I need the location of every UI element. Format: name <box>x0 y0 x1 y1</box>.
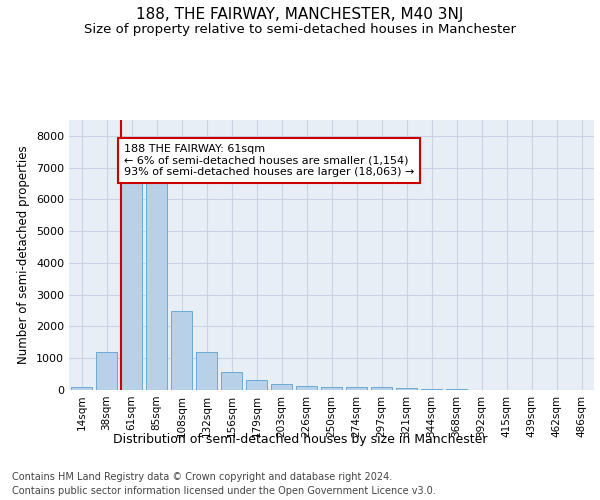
Bar <box>246 380 267 390</box>
Bar <box>96 352 117 390</box>
Bar <box>396 388 417 390</box>
Bar <box>71 388 92 390</box>
Y-axis label: Number of semi-detached properties: Number of semi-detached properties <box>17 146 31 364</box>
Text: Contains public sector information licensed under the Open Government Licence v3: Contains public sector information licen… <box>12 486 436 496</box>
Bar <box>421 389 442 390</box>
Bar <box>371 387 392 390</box>
Bar <box>221 372 242 390</box>
Bar <box>121 180 142 390</box>
Text: Contains HM Land Registry data © Crown copyright and database right 2024.: Contains HM Land Registry data © Crown c… <box>12 472 392 482</box>
Bar <box>146 179 167 390</box>
Text: 188 THE FAIRWAY: 61sqm
← 6% of semi-detached houses are smaller (1,154)
93% of s: 188 THE FAIRWAY: 61sqm ← 6% of semi-deta… <box>124 144 415 177</box>
Bar <box>171 310 192 390</box>
Bar <box>271 384 292 390</box>
Bar <box>346 387 367 390</box>
Bar <box>296 386 317 390</box>
Bar <box>321 386 342 390</box>
Bar <box>196 352 217 390</box>
Text: Distribution of semi-detached houses by size in Manchester: Distribution of semi-detached houses by … <box>113 432 487 446</box>
Text: Size of property relative to semi-detached houses in Manchester: Size of property relative to semi-detach… <box>84 22 516 36</box>
Text: 188, THE FAIRWAY, MANCHESTER, M40 3NJ: 188, THE FAIRWAY, MANCHESTER, M40 3NJ <box>136 8 464 22</box>
